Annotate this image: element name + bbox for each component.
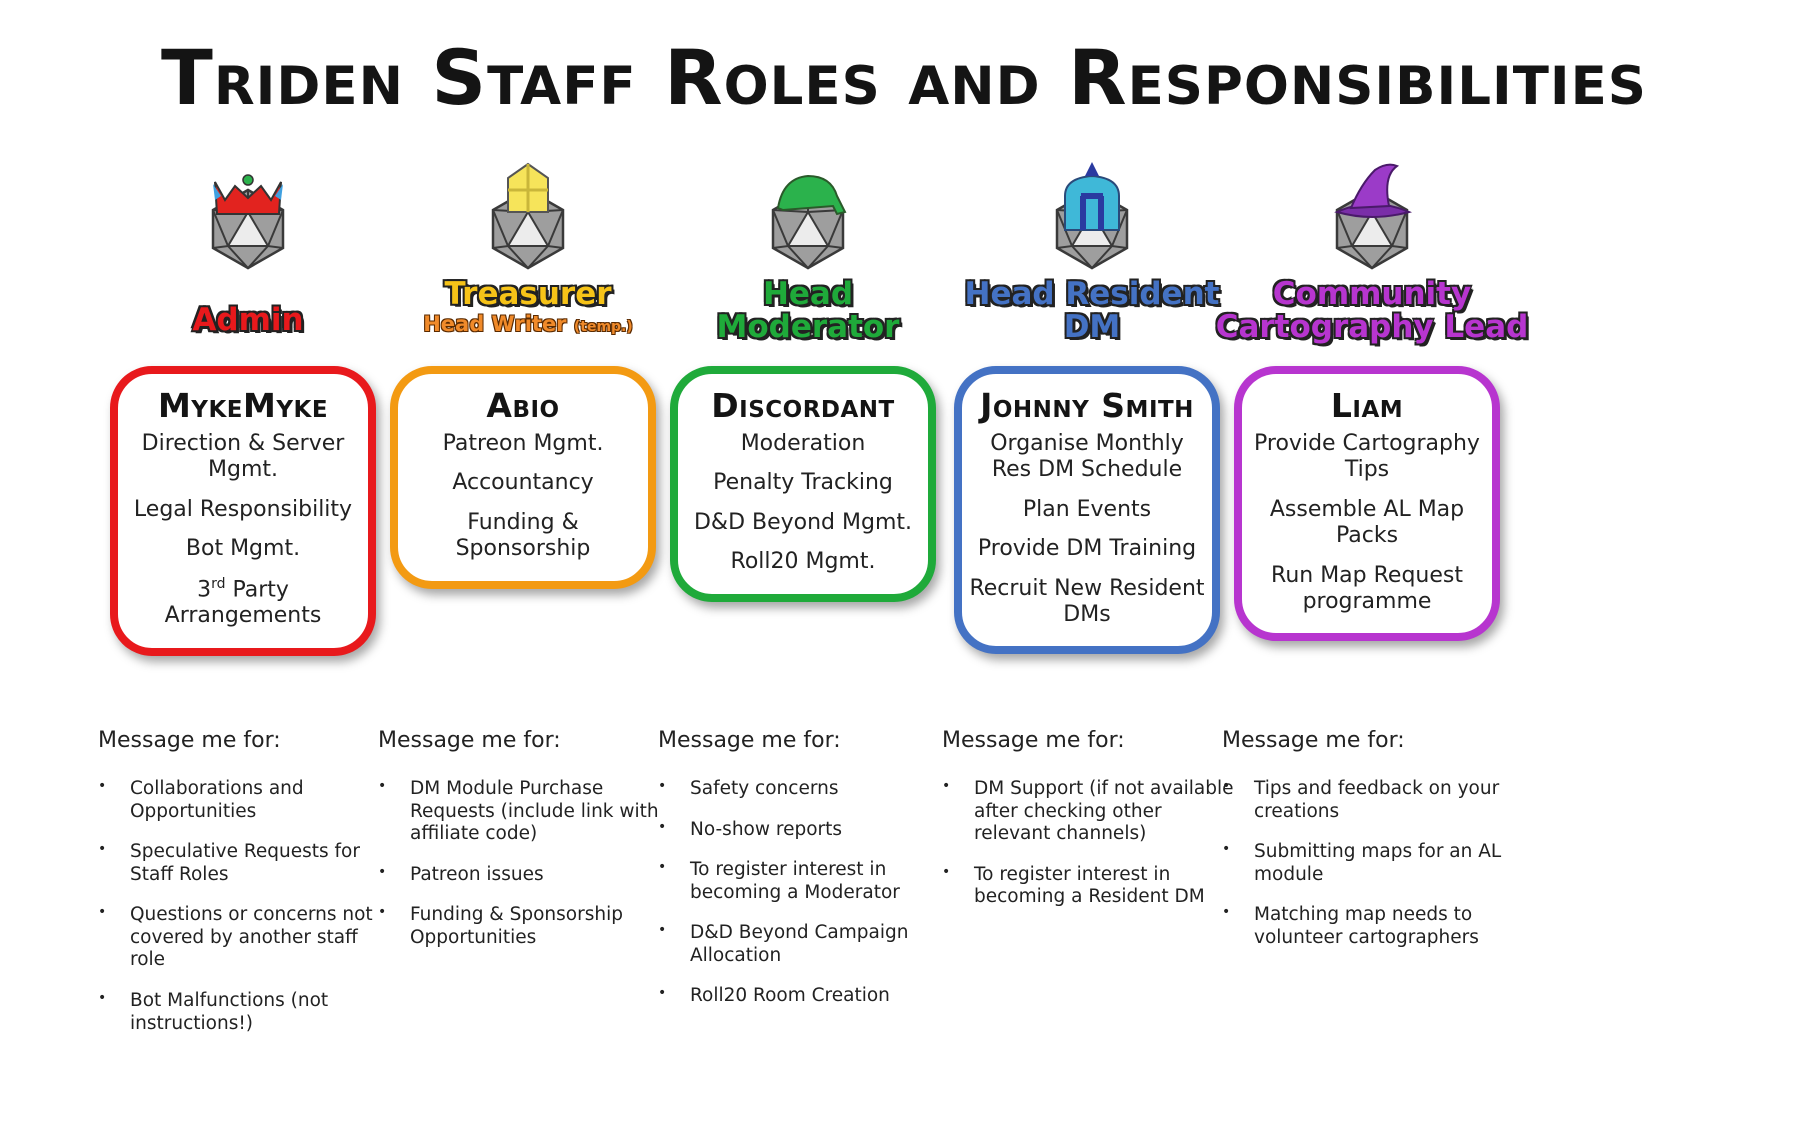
message-list-item: To register interest in becoming a Moder…	[658, 859, 958, 904]
d20-helm-icon	[1055, 162, 1129, 270]
role-title-line: Admin	[192, 302, 304, 338]
role-icon-wrap	[753, 160, 863, 270]
message-list: Collaborations and Opportunities Speculat…	[98, 778, 398, 1053]
role-title-line: Head	[762, 276, 854, 312]
role-icon-wrap	[193, 160, 303, 270]
message-list-item: Patreon issues	[378, 864, 678, 887]
role-subtitle: Head Writer (temp.)	[348, 313, 708, 335]
role-subtitle-text: Head Writer	[423, 311, 574, 336]
message-list: Safety concerns No-show reports To registe…	[658, 778, 958, 1026]
message-list-item: To register interest in becoming a Resid…	[942, 864, 1242, 909]
role-title-line: Cartography Lead	[1215, 308, 1529, 345]
message-list-item: DM Support (if not available after check…	[942, 778, 1242, 846]
message-list-item: Safety concerns	[658, 778, 958, 801]
message-list-item: Bot Malfunctions (not instructions!)	[98, 990, 398, 1035]
duty-item: Patreon Mgmt.	[442, 431, 604, 456]
duty-item: Funding & Sponsorship	[455, 509, 591, 562]
staff-card: MykeMyke Direction & Server Mgmt. Legal Re…	[110, 366, 376, 656]
role-title: Treasurer Head Writer (temp.)	[348, 278, 708, 388]
role-icon-wrap	[1037, 160, 1147, 270]
duty-item: Recruit New Resident DMs	[969, 575, 1205, 627]
message-list: DM Support (if not available after check…	[942, 778, 1242, 927]
message-list-item: Funding & Sponsorship Opportunities	[378, 904, 678, 949]
duty-item: Plan Events	[1022, 496, 1152, 522]
staff-name: Abio	[486, 386, 560, 425]
message-list-item: D&D Beyond Campaign Allocation	[658, 922, 958, 967]
message-list-item: Roll20 Room Creation	[658, 985, 958, 1008]
duty-item: Organise Monthly Res DM Schedule	[990, 431, 1184, 483]
role-title: Community Cartography Lead	[1192, 278, 1552, 388]
duty-item: Legal Responsibility	[133, 496, 353, 522]
role-title-line: DM	[1063, 308, 1121, 345]
staff-name: MykeMyke	[157, 386, 329, 425]
staff-card: Johnny Smith Organise Monthly Res DM Sche…	[954, 366, 1220, 655]
duty-item: Penalty Tracking	[713, 470, 893, 496]
page-title: Triden Staff Roles and Responsibilities	[161, 33, 1647, 122]
message-list-item: Tips and feedback on your creations	[1222, 778, 1522, 823]
role-icon-wrap	[1317, 160, 1427, 270]
role-title-line: Moderator	[716, 308, 900, 345]
duty-item: Run Map Request programme	[1271, 562, 1463, 614]
duty-item: Bot Mgmt.	[185, 536, 301, 562]
staff-name: Discordant	[711, 386, 895, 425]
message-list: Tips and feedback on your creations Submi…	[1222, 778, 1522, 967]
message-heading: Message me for:	[1222, 728, 1405, 753]
message-list-item: DM Module Purchase Requests (include lin…	[378, 778, 678, 846]
duty-item: Moderation	[740, 431, 866, 456]
message-heading: Message me for:	[942, 728, 1125, 753]
role-title: Head Moderator	[628, 278, 988, 388]
message-heading: Message me for:	[98, 728, 281, 753]
duty-item: D&D Beyond Mgmt.	[693, 509, 913, 535]
duty-item: Assemble AL Map Packs	[1269, 496, 1465, 549]
role-subtitle-note: (temp.)	[573, 318, 633, 335]
message-list-item: Collaborations and Opportunities	[98, 778, 398, 823]
d20-mitre-icon	[491, 162, 565, 270]
role-icon-wrap	[473, 160, 583, 270]
role-title-line: Treasurer	[444, 276, 612, 312]
staff-name: Johnny Smith	[980, 386, 1194, 425]
role-title-line: Head Resident	[964, 276, 1220, 312]
role-title: Head Resident DM	[912, 278, 1272, 388]
message-list-item: Submitting maps for an AL module	[1222, 841, 1522, 886]
d20-cap-icon	[771, 174, 847, 270]
duty-item: Direction & Server Mgmt.	[141, 431, 345, 483]
d20-wizard-hat-icon	[1334, 163, 1413, 270]
role-title-line: Community	[1272, 276, 1472, 312]
message-heading: Message me for:	[378, 728, 561, 753]
duty-item: Accountancy	[452, 470, 594, 496]
message-list-item: No-show reports	[658, 819, 958, 842]
message-heading: Message me for:	[658, 728, 841, 753]
staff-card: Liam Provide Cartography Tips Assemble AL …	[1234, 366, 1500, 642]
duty-item: 3rd Party Arrangements	[164, 575, 322, 629]
staff-name: Liam	[1330, 386, 1404, 425]
message-list: DM Module Purchase Requests (include lin…	[378, 778, 678, 967]
role-title: Admin	[68, 278, 428, 414]
message-list-item: Matching map needs to volunteer cartogra…	[1222, 904, 1522, 949]
duty-item: Roll20 Mgmt.	[730, 549, 876, 575]
duty-item: Provide DM Training	[977, 536, 1197, 562]
staff-card: Discordant Moderation Penalty Tracking D&D …	[670, 366, 936, 602]
message-list-item: Speculative Requests for Staff Roles	[98, 841, 398, 886]
message-list-item: Questions or concerns not covered by ano…	[98, 904, 398, 972]
staff-card: Abio Patreon Mgmt. Accountancy Funding & Sp…	[390, 366, 656, 589]
duty-item: Provide Cartography Tips	[1254, 431, 1480, 483]
d20-crown-icon	[211, 174, 285, 270]
